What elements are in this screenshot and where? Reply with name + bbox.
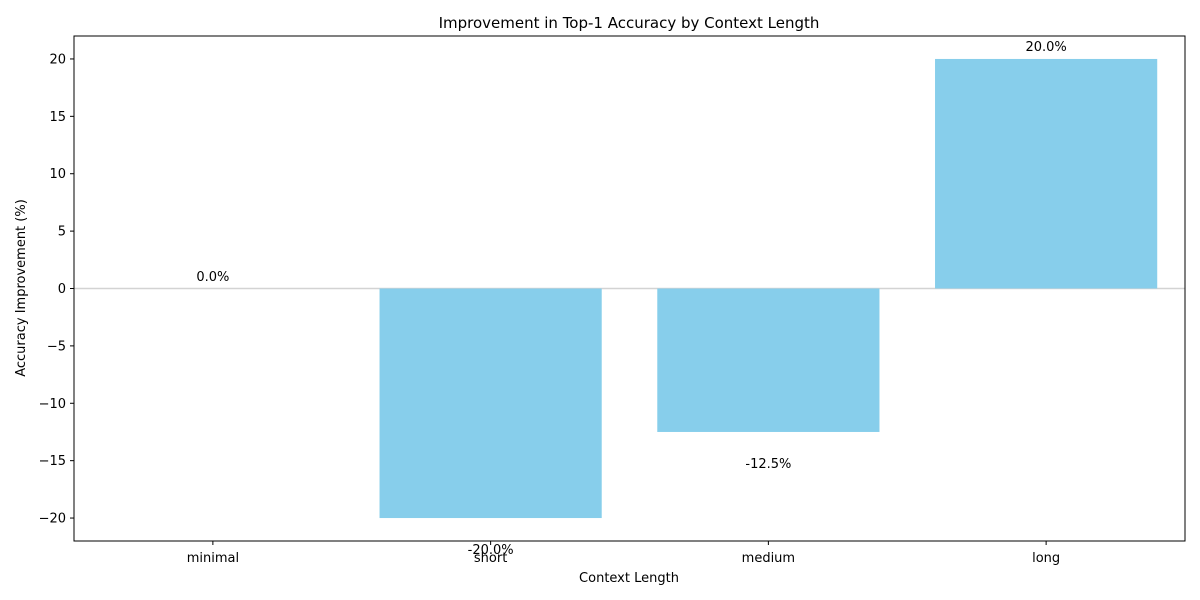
x-tick-label: medium bbox=[742, 551, 795, 566]
bar-long bbox=[935, 58, 1158, 289]
bar-short bbox=[379, 288, 602, 519]
x-tick-label: short bbox=[474, 551, 507, 566]
y-axis-title: Accuracy Improvement (%) bbox=[14, 199, 29, 377]
bar-value-label: 20.0% bbox=[1025, 40, 1066, 55]
y-tick-label: −15 bbox=[39, 454, 66, 469]
y-tick-label: −5 bbox=[47, 339, 66, 354]
x-axis-title: Context Length bbox=[579, 571, 679, 586]
y-tick-label: −10 bbox=[39, 397, 66, 412]
chart-title: Improvement in Top-1 Accuracy by Context… bbox=[439, 14, 820, 32]
x-tick-label: minimal bbox=[187, 551, 239, 566]
y-tick-label: 5 bbox=[58, 225, 66, 240]
bar-medium bbox=[657, 288, 880, 432]
plot-area-frame bbox=[73, 35, 1186, 542]
y-tick-label: 10 bbox=[49, 167, 66, 182]
bar-value-label: -12.5% bbox=[745, 457, 791, 472]
y-tick-label: 0 bbox=[58, 282, 66, 297]
bar-value-label: -20.0% bbox=[468, 543, 514, 558]
y-tick-label: 15 bbox=[49, 110, 66, 125]
y-tick-label: −20 bbox=[39, 512, 66, 527]
y-tick-label: 20 bbox=[49, 52, 66, 67]
bar-value-label: 0.0% bbox=[196, 270, 229, 285]
x-tick-label: long bbox=[1032, 551, 1060, 566]
